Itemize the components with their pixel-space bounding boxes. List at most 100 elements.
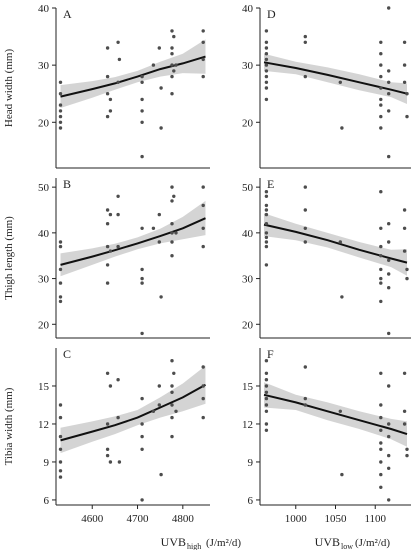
data-point: [140, 109, 144, 113]
data-point: [140, 97, 144, 102]
data-point: [157, 240, 161, 244]
y-tick-label: 50: [38, 182, 50, 194]
y-tick-label: 20: [242, 319, 254, 331]
data-point: [402, 208, 407, 212]
data-point: [303, 240, 307, 244]
data-point: [379, 415, 383, 420]
y-tick-label: 30: [38, 60, 50, 72]
y-tick-label: 6: [248, 495, 254, 507]
data-point: [170, 403, 174, 407]
data-point: [108, 460, 113, 464]
data-point: [264, 378, 269, 382]
data-point: [379, 103, 383, 107]
data-point: [157, 46, 161, 50]
data-point: [170, 52, 174, 56]
data-point: [264, 422, 269, 426]
data-point: [379, 126, 383, 130]
data-point: [402, 80, 407, 85]
data-point: [105, 222, 110, 226]
data-point: [140, 74, 144, 79]
data-point: [201, 40, 205, 44]
data-point: [170, 434, 174, 439]
y-tick-label: 15: [242, 381, 254, 393]
data-point: [58, 240, 63, 244]
y-tick-label: 6: [44, 495, 50, 507]
data-point: [140, 331, 144, 336]
data-point: [105, 263, 110, 267]
data-point: [264, 74, 269, 79]
data-point: [108, 212, 113, 217]
y-axis-title: Thigh length (mm): [3, 216, 15, 300]
data-point: [140, 434, 144, 439]
data-point: [264, 240, 269, 244]
data-point: [264, 384, 269, 388]
y-tick-label: 30: [242, 274, 254, 286]
panel-e: 20 30 40 50 E: [242, 177, 411, 339]
data-point: [379, 441, 383, 445]
data-point: [303, 226, 307, 230]
data-point: [201, 185, 205, 189]
data-point: [379, 460, 383, 464]
data-point: [303, 34, 307, 39]
data-point: [402, 409, 407, 413]
data-point: [170, 415, 174, 420]
x-axis-title-left: UVB high (J/m²/d): [161, 535, 242, 550]
data-point: [174, 409, 178, 413]
data-point: [402, 226, 407, 230]
data-point: [387, 466, 391, 470]
data-point: [379, 86, 383, 90]
confidence-band: [60, 365, 206, 454]
data-point: [387, 92, 391, 96]
panel-label: D: [267, 7, 276, 21]
data-point: [264, 63, 269, 67]
data-point: [201, 203, 205, 208]
data-point: [170, 74, 174, 79]
data-point: [303, 208, 307, 212]
data-point: [159, 295, 163, 299]
data-point: [140, 267, 144, 272]
data-point: [151, 409, 156, 413]
data-point: [170, 384, 174, 388]
data-point: [140, 422, 144, 426]
data-point: [264, 194, 269, 198]
data-point: [303, 185, 307, 189]
data-point: [338, 80, 342, 85]
data-point: [170, 63, 174, 67]
data-point: [157, 212, 161, 217]
x-tick-label: 1050: [325, 513, 348, 525]
data-point: [105, 208, 110, 212]
data-point: [264, 390, 269, 394]
data-point: [264, 52, 269, 56]
data-point: [116, 212, 120, 217]
data-point: [264, 212, 269, 217]
confidence-band: [60, 39, 206, 108]
y-tick-label: 9: [44, 457, 50, 469]
x-axis-title-right: UVB low (J/m²/d): [315, 535, 391, 550]
data-point: [170, 222, 174, 226]
data-point: [303, 365, 307, 369]
data-point: [105, 453, 110, 458]
data-point: [170, 29, 174, 33]
panel-f: 6 9 12 15 1000 1050 1100 F: [242, 347, 411, 525]
data-point: [379, 299, 383, 304]
data-point: [387, 109, 391, 113]
data-point: [264, 97, 269, 102]
data-point: [116, 244, 120, 249]
data-point: [116, 378, 120, 382]
data-point: [170, 199, 174, 203]
y-tick-label: 12: [242, 419, 253, 431]
data-point: [379, 485, 383, 489]
data-point: [201, 29, 205, 33]
data-point: [405, 447, 409, 451]
data-point: [379, 114, 383, 119]
data-point: [172, 194, 176, 198]
y-tick-label: 15: [38, 381, 50, 393]
fit-line: [60, 217, 206, 266]
data-point: [402, 63, 407, 67]
data-point: [379, 447, 383, 451]
data-point: [58, 299, 63, 304]
confidence-band: [264, 53, 407, 104]
data-point: [58, 469, 63, 473]
panel-label: B: [63, 177, 71, 191]
data-point: [58, 244, 63, 249]
